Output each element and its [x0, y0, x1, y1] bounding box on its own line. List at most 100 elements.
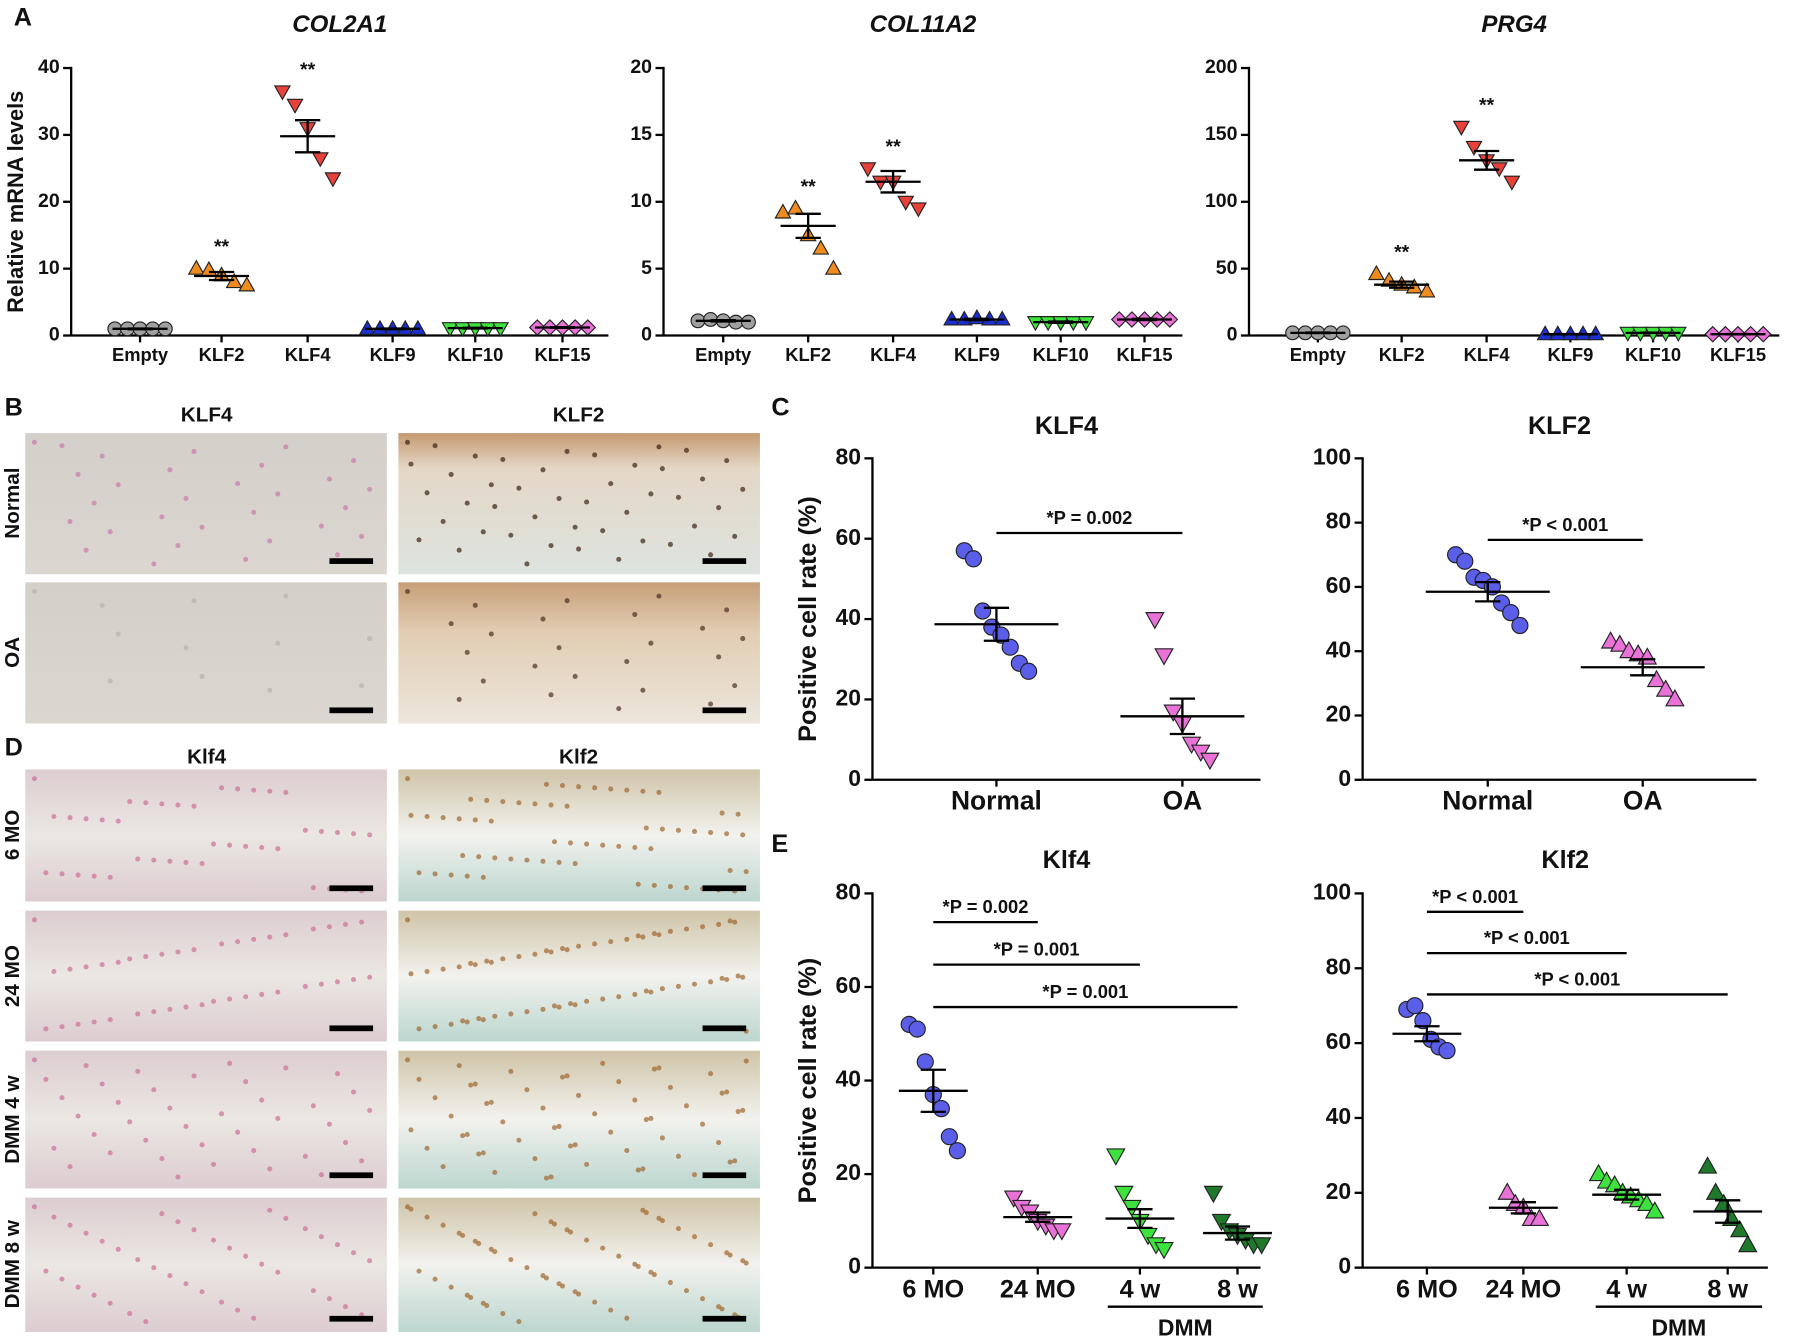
- cell: [724, 458, 730, 464]
- cell: [600, 996, 606, 1002]
- data-point: [916, 1053, 934, 1071]
- y-tick-label: 100: [1313, 443, 1351, 469]
- significance: **: [300, 59, 316, 81]
- y-tick-label: 0: [1338, 765, 1351, 791]
- cell: [508, 532, 514, 538]
- cell: [267, 538, 273, 544]
- cell: [67, 815, 73, 821]
- cell: [75, 1021, 81, 1027]
- cell: [675, 494, 681, 500]
- cell: [576, 546, 582, 552]
- cell: [227, 1060, 233, 1066]
- data-point: [1502, 604, 1520, 622]
- cell: [648, 1115, 654, 1121]
- cell: [167, 858, 173, 864]
- cell: [691, 523, 698, 529]
- cell: [51, 1214, 57, 1220]
- cell: [691, 981, 698, 987]
- x-tick-label: 24 MO: [1000, 1275, 1076, 1303]
- data-point: [1503, 175, 1521, 191]
- cell: [31, 1057, 37, 1063]
- cell: [656, 593, 662, 599]
- comparison-label: *P < 0.001: [1522, 514, 1608, 535]
- data-point: [774, 203, 792, 219]
- cell: [99, 602, 105, 608]
- cell: [592, 941, 598, 947]
- cell: [43, 870, 49, 876]
- cell: [476, 854, 482, 860]
- cell: [656, 444, 662, 450]
- panel-label: C: [771, 394, 789, 422]
- data-point: [1438, 1041, 1456, 1060]
- cell: [199, 1002, 205, 1008]
- cell: [227, 996, 233, 1002]
- cell: [643, 1117, 649, 1123]
- cell: [735, 973, 741, 979]
- cell: [199, 1142, 205, 1148]
- x-tick-label: Normal: [951, 786, 1042, 816]
- cell: [83, 816, 89, 822]
- data-point: [1511, 616, 1529, 635]
- cell: [548, 543, 554, 549]
- y-tick-label: 50: [1216, 257, 1238, 279]
- cell: [708, 701, 714, 707]
- cell: [67, 518, 73, 525]
- data-point: [358, 319, 376, 335]
- sem-bar: [1025, 1211, 1051, 1223]
- cell: [91, 873, 97, 879]
- cell: [408, 812, 414, 818]
- cell: [318, 1172, 324, 1178]
- data-point: [1646, 669, 1667, 688]
- scale-bar: [702, 1172, 747, 1179]
- x-tick-label: KLF9: [1547, 344, 1593, 365]
- cell: [667, 884, 673, 890]
- data-point: [491, 322, 510, 338]
- cell: [568, 1143, 574, 1149]
- cell: [326, 1121, 332, 1127]
- cell: [472, 962, 478, 968]
- cell: [31, 917, 37, 923]
- data-point: [1211, 1213, 1232, 1232]
- cell: [488, 818, 494, 824]
- sem-bar: [1473, 149, 1500, 171]
- cell: [524, 857, 530, 863]
- cell: [235, 939, 241, 945]
- cell: [640, 538, 646, 544]
- cell: [543, 1275, 549, 1281]
- cell: [67, 1222, 73, 1228]
- cell: [283, 789, 289, 795]
- cell: [243, 843, 249, 849]
- cell: [727, 1159, 733, 1165]
- cell: [167, 1006, 173, 1012]
- cell: [351, 458, 357, 464]
- cell: [667, 928, 673, 934]
- scale-bar: [702, 558, 747, 564]
- cell: [600, 1060, 606, 1066]
- cell: [408, 971, 414, 977]
- cell: [343, 1304, 349, 1310]
- x-tick-label: KLF9: [954, 344, 1000, 365]
- significance: **: [801, 176, 817, 198]
- cell: [548, 949, 554, 955]
- cell: [343, 1140, 349, 1146]
- cell: [543, 781, 549, 787]
- cell: [724, 1089, 730, 1095]
- significance: **: [1394, 241, 1410, 263]
- data-point: [1405, 278, 1423, 294]
- cell: [432, 1024, 438, 1030]
- cell: [235, 786, 241, 792]
- cell: [243, 1253, 249, 1259]
- cell: [456, 696, 462, 702]
- cell: [440, 518, 446, 525]
- cell: [700, 924, 706, 930]
- cell: [456, 964, 462, 970]
- cell: [43, 1026, 49, 1032]
- x-tick-label: KLF10: [1625, 344, 1681, 365]
- cell: [424, 813, 430, 820]
- cell: [235, 1129, 241, 1135]
- cell: [559, 1283, 566, 1289]
- cell: [592, 452, 598, 458]
- cell: [83, 1063, 89, 1069]
- cell: [367, 636, 373, 642]
- y-tick-label: 80: [835, 443, 861, 469]
